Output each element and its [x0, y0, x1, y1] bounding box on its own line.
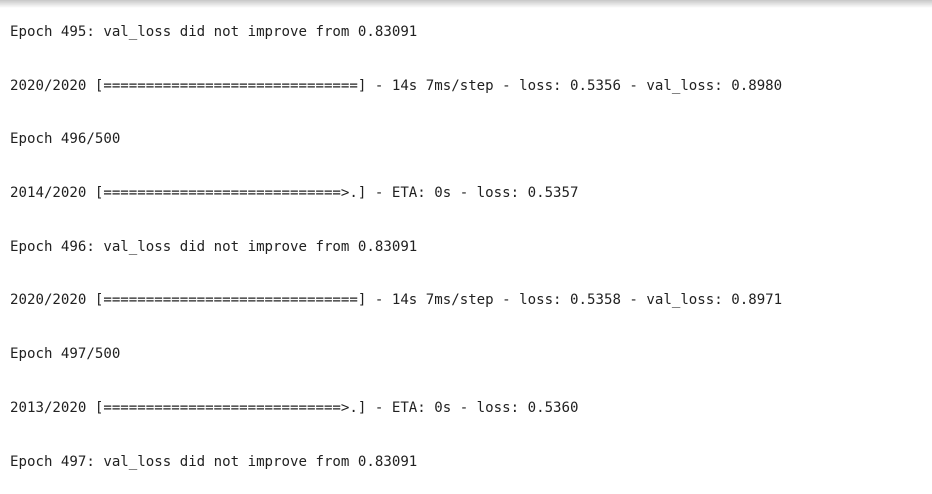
log-line: Epoch 496: val_loss did not improve from… [10, 238, 418, 255]
log-line: Epoch 496/500 [10, 131, 121, 148]
log-line: Epoch 497/500 [10, 346, 121, 363]
log-line: 2020/2020 [=============================… [10, 77, 783, 94]
training-log: Epoch 495: val_loss did not improve from… [10, 0, 782, 494]
log-line: 2014/2020 [============================>… [10, 185, 579, 202]
log-line: Epoch 497: val_loss did not improve from… [10, 453, 418, 470]
log-line: 2013/2020 [============================>… [10, 399, 579, 416]
log-line: Epoch 495: val_loss did not improve from… [10, 24, 418, 40]
scroll-shadow [0, 0, 932, 8]
log-line: 2020/2020 [=============================… [10, 292, 783, 309]
